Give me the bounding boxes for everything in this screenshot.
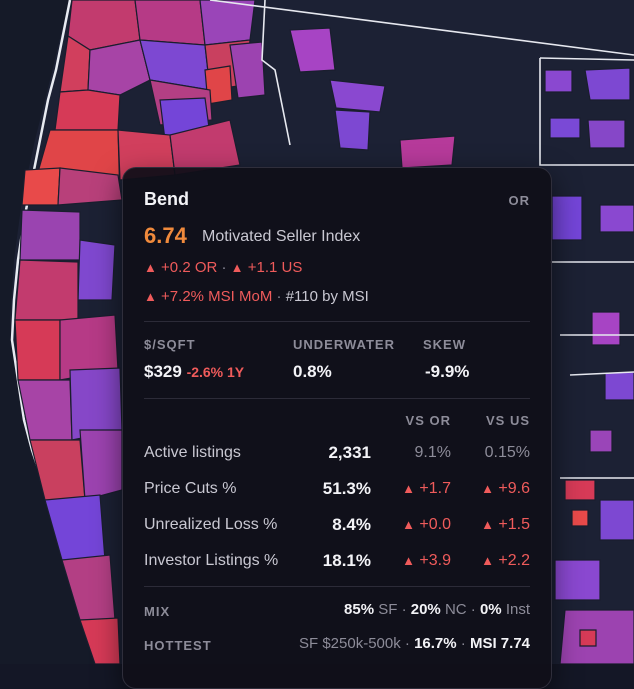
separator: · xyxy=(401,601,407,618)
hottest-msi: MSI 7.74 xyxy=(469,635,530,652)
msi-score: 6.74 xyxy=(144,223,187,248)
vs-state-value: +3.9 xyxy=(419,552,451,569)
skew-label: SKEW xyxy=(423,337,466,352)
hottest-share: 16.7% xyxy=(414,635,457,652)
metric-vs-us: 0.15% xyxy=(485,444,530,462)
mix-nc-label: NC xyxy=(444,601,467,618)
metric-vs-us: ▲ +1.5 xyxy=(481,516,530,534)
vs-state-value: +0.0 xyxy=(419,516,451,533)
counties-interior xyxy=(289,27,634,453)
separator: · xyxy=(221,259,227,276)
msi-rank: #110 by MSI xyxy=(285,288,369,305)
hottest-segment: SF $250k-500k · 16.7% · MSI 7.74 xyxy=(299,635,530,652)
metric-vs-us: ▲ +9.6 xyxy=(481,480,530,498)
msi-mom: +7.2% MSI MoM xyxy=(161,288,273,305)
mix-sf-value: 85% xyxy=(344,601,375,618)
vs-us-value: +1.5 xyxy=(498,516,530,533)
up-arrow-icon: ▲ xyxy=(481,517,494,532)
up-arrow-icon: ▲ xyxy=(481,481,494,496)
price-per-sqft-change: -2.6% 1Y xyxy=(186,364,245,380)
delta-vs-state: +0.2 OR xyxy=(161,259,218,276)
separator: · xyxy=(404,635,410,652)
price-per-sqft-label: $/SQFT xyxy=(144,337,196,352)
divider xyxy=(144,586,530,587)
metric-vs-state: ▲ +1.7 xyxy=(402,480,451,498)
up-arrow-icon: ▲ xyxy=(230,260,244,275)
metric-label: Investor Listings % xyxy=(144,552,279,569)
up-arrow-icon: ▲ xyxy=(481,553,494,568)
separator: · xyxy=(460,635,466,652)
mix-label: MIX xyxy=(144,604,171,619)
metric-vs-us: ▲ +2.2 xyxy=(481,552,530,570)
divider xyxy=(144,398,530,399)
delta-vs-us: +1.1 US xyxy=(247,259,303,276)
momentum-line: ▲ +7.2% MSI MoM · #110 by MSI xyxy=(144,288,369,305)
counties-washington xyxy=(54,0,266,141)
vs-state-value: +1.7 xyxy=(419,480,451,497)
vs-us-value: +9.6 xyxy=(498,480,530,497)
mix-inst-label: Inst xyxy=(505,601,530,618)
underwater-label: UNDERWATER xyxy=(293,337,395,352)
msi-label: Motivated Seller Index xyxy=(202,228,361,245)
price-per-sqft: $329 -2.6% 1Y xyxy=(144,362,244,382)
skew-value: -9.9% xyxy=(425,362,470,381)
metric-value: 2,331 xyxy=(328,443,371,462)
metric-vs-state: 9.1% xyxy=(415,444,451,462)
vs-us-header: VS US xyxy=(485,413,530,428)
vs-state-header: VS OR xyxy=(405,413,451,428)
score-deltas: ▲ +0.2 OR · ▲ +1.1 US xyxy=(144,259,302,276)
counties-southwest xyxy=(554,479,634,664)
vs-us-value: +2.2 xyxy=(498,552,530,569)
metric-label: Price Cuts % xyxy=(144,480,237,497)
hottest-label: HOTTEST xyxy=(144,638,212,653)
vs-us-value: 0.15% xyxy=(484,444,530,461)
up-arrow-icon: ▲ xyxy=(144,289,157,304)
hottest-segment-name: SF $250k-500k xyxy=(299,635,401,652)
state-code: OR xyxy=(508,193,530,208)
metric-label: Unrealized Loss % xyxy=(144,516,278,533)
up-arrow-icon: ▲ xyxy=(402,517,415,532)
mix-inst-value: 0% xyxy=(479,601,502,618)
up-arrow-icon: ▲ xyxy=(402,553,415,568)
city-name: Bend xyxy=(144,189,189,209)
metric-value: 8.4% xyxy=(332,515,371,534)
mix-sf-label: SF xyxy=(378,601,398,618)
vs-state-value: 9.1% xyxy=(414,444,451,461)
price-per-sqft-value: $329 xyxy=(144,362,182,381)
separator: · xyxy=(470,601,476,618)
mix-nc-value: 20% xyxy=(410,601,441,618)
metric-vs-state: ▲ +0.0 xyxy=(402,516,451,534)
divider xyxy=(144,321,530,322)
counties-oregon xyxy=(21,119,241,206)
metric-label: Active listings xyxy=(144,444,241,461)
mix-breakdown: 85% SF · 20% NC · 0% Inst xyxy=(344,601,530,618)
separator: · xyxy=(276,288,282,305)
metric-value: 18.1% xyxy=(322,551,371,570)
county-tooltip-card: Bend OR 6.74 Motivated Seller Index ▲ +0… xyxy=(122,167,552,689)
underwater-value: 0.8% xyxy=(293,362,332,381)
metric-value: 51.3% xyxy=(322,479,371,498)
state-borders xyxy=(209,0,634,479)
metric-vs-state: ▲ +3.9 xyxy=(402,552,451,570)
up-arrow-icon: ▲ xyxy=(144,260,157,275)
up-arrow-icon: ▲ xyxy=(402,481,415,496)
